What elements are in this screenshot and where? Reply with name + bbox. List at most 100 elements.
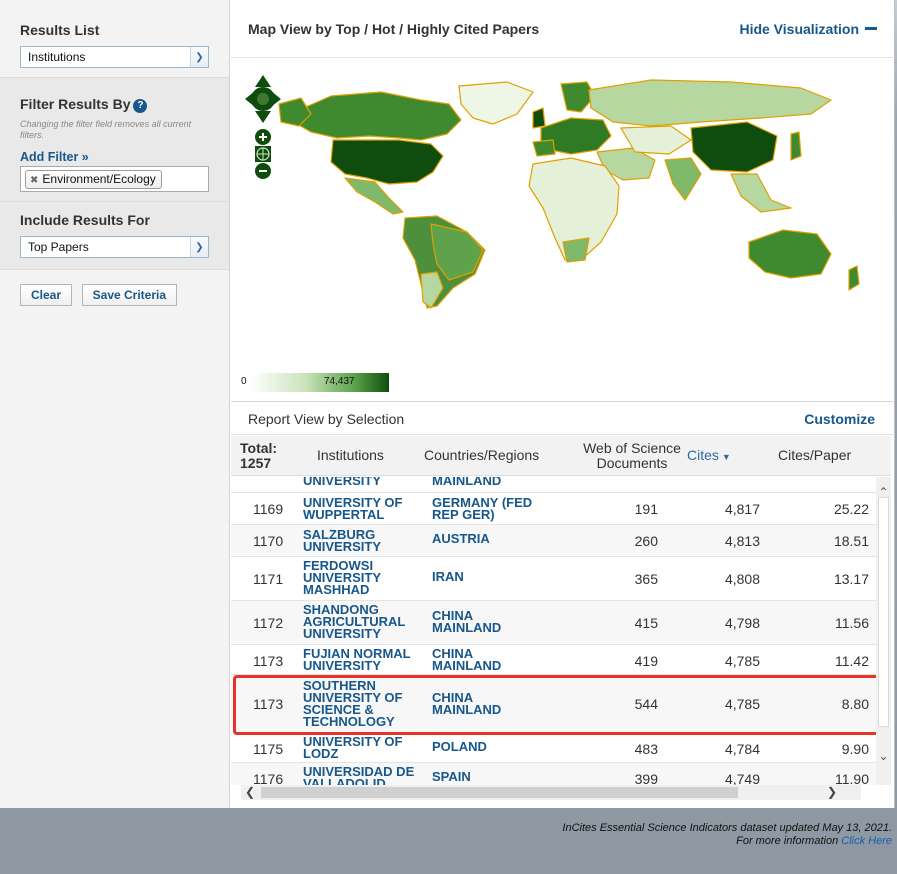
southeast-asia-region: [730, 173, 792, 213]
argentina-region: [420, 271, 444, 309]
cites-header[interactable]: Cites ▼: [687, 448, 731, 465]
country-link[interactable]: CHINA MAINLAND: [432, 646, 502, 673]
scroll-up-icon[interactable]: ⌃: [878, 485, 889, 499]
australia-region: [748, 229, 832, 279]
docs-cell: 483: [634, 741, 658, 757]
include-value: Top Papers: [28, 240, 89, 254]
institution-link[interactable]: UNIVERSITY: [303, 477, 382, 488]
institution-link[interactable]: SALZBURG UNIVERSITY: [303, 527, 382, 554]
cites-per-paper-header[interactable]: Cites/Paper: [778, 447, 852, 463]
filter-note: Changing the filter field removes all cu…: [20, 119, 192, 140]
zoom-out-icon: [255, 163, 271, 179]
cites-cell: 4,784: [724, 741, 760, 757]
vertical-scrollbar[interactable]: ⌃ ⌄: [876, 477, 891, 785]
institution-link[interactable]: SHANDONG AGRICULTURAL UNIVERSITY: [303, 602, 406, 641]
add-filter-link[interactable]: Add Filter »: [20, 150, 89, 164]
footer: InCites Essential Science Indicators dat…: [562, 822, 892, 848]
table-row[interactable]: 1175 UNIVERSITY OF LODZ POLAND 483 4,784…: [231, 733, 876, 763]
scroll-left-icon[interactable]: ❮: [245, 785, 256, 799]
include-select[interactable]: Top Papers ❯: [20, 236, 209, 258]
report-title: Report View by Selection: [248, 411, 405, 427]
results-list-section: Results List Institutions ❯: [0, 0, 229, 78]
table-body: UNIVERSITY MAINLAND 1169 UNIVERSITY OF W…: [231, 477, 876, 785]
scroll-down-icon[interactable]: ⌄: [878, 749, 889, 763]
institution-link[interactable]: UNIVERSIDAD DE VALLADOLID: [303, 764, 415, 785]
cites-per-paper-cell: 9.90: [841, 741, 869, 757]
institution-link[interactable]: UNIVERSITY OF WUPPERTAL: [303, 495, 403, 522]
scroll-right-icon[interactable]: ❯: [826, 785, 837, 799]
institution-link[interactable]: FUJIAN NORMAL UNIVERSITY: [303, 646, 411, 673]
customize-link[interactable]: Customize: [804, 411, 875, 427]
report-panel: Report View by Selection Customize Total…: [231, 403, 895, 808]
country-link[interactable]: AUSTRIA: [432, 531, 490, 546]
vertical-scroll-thumb[interactable]: [878, 497, 889, 727]
cites-per-paper-cell: 11.56: [835, 615, 869, 631]
hide-visualization-link[interactable]: Hide Visualization: [739, 21, 877, 37]
total-header: Total: 1257: [240, 441, 277, 471]
horizontal-scroll-thumb[interactable]: [261, 787, 738, 798]
institution-link[interactable]: UNIVERSITY OF LODZ: [303, 734, 403, 761]
map-title: Map View by Top / Hot / Highly Cited Pap…: [248, 21, 540, 37]
table-row[interactable]: 1170 SALZBURG UNIVERSITY AUSTRIA 260 4,8…: [231, 525, 876, 557]
chevron-down-icon[interactable]: ❯: [190, 237, 208, 257]
docs-cell: 415: [634, 615, 658, 631]
country-link[interactable]: MAINLAND: [432, 477, 502, 488]
cites-header-label: Cites: [687, 447, 719, 463]
sidebar: Results List Institutions ❯ Filter Resul…: [0, 0, 230, 808]
institutions-header[interactable]: Institutions: [317, 447, 384, 463]
cites-per-paper-cell: 18.51: [833, 533, 869, 549]
map-navigation-control[interactable]: [245, 73, 283, 181]
table-row[interactable]: 1173 FUJIAN NORMAL UNIVERSITY CHINA MAIN…: [231, 645, 876, 675]
click-here-link[interactable]: Click Here: [841, 835, 892, 847]
table-row[interactable]: 1172 SHANDONG AGRICULTURAL UNIVERSITY CH…: [231, 601, 876, 645]
world-map[interactable]: 0 74,437: [231, 59, 895, 399]
country-link[interactable]: CHINA MAINLAND: [432, 690, 502, 717]
include-title: Include Results For: [20, 212, 150, 228]
globe-icon: [255, 146, 271, 162]
map-panel: Map View by Top / Hot / Highly Cited Pap…: [231, 0, 895, 402]
hide-visualization-label: Hide Visualization: [739, 21, 859, 37]
cites-per-paper-cell: 11.90: [835, 771, 869, 785]
table-row[interactable]: 1176 UNIVERSIDAD DE VALLADOLID SPAIN 399…: [231, 763, 876, 785]
countries-header[interactable]: Countries/Regions: [424, 447, 540, 463]
help-icon[interactable]: ?: [133, 99, 148, 113]
japan-region: [790, 131, 802, 161]
horizontal-scrollbar[interactable]: ❮ ❯: [241, 785, 861, 800]
country-link[interactable]: POLAND: [432, 739, 487, 754]
include-section: Include Results For Top Papers ❯: [0, 202, 229, 270]
country-link[interactable]: IRAN: [432, 569, 464, 584]
cites-per-paper-cell: 25.22: [833, 501, 869, 517]
remove-icon[interactable]: ✖: [30, 175, 39, 186]
map-header: Map View by Top / Hot / Highly Cited Pap…: [231, 0, 895, 58]
table-row[interactable]: 1169 UNIVERSITY OF WUPPERTAL GERMANY (FE…: [231, 493, 876, 525]
africa-region: [528, 157, 620, 261]
cites-per-paper-cell: 13.17: [833, 571, 869, 587]
russia-region: [588, 79, 832, 127]
institution-link[interactable]: FERDOWSI UNIVERSITY MASHHAD: [303, 558, 381, 597]
world-map-shapes[interactable]: [271, 74, 871, 314]
table-row[interactable]: 1173 SOUTHERN UNIVERSITY OF SCIENCE & TE…: [231, 675, 876, 733]
cites-cell: 4,817: [724, 501, 760, 517]
minus-icon: [865, 27, 877, 30]
spain-region: [532, 139, 556, 157]
sort-down-icon: ▼: [721, 452, 731, 462]
country-link[interactable]: GERMANY (FED REP GER): [432, 495, 533, 522]
criteria-buttons: Clear Save Criteria: [0, 270, 229, 320]
results-list-select[interactable]: Institutions ❯: [20, 46, 209, 68]
clear-button[interactable]: Clear: [20, 284, 73, 306]
total-value: 1257: [240, 455, 272, 471]
docs-header[interactable]: Web of Science Documents: [583, 440, 681, 471]
chevron-down-icon[interactable]: ❯: [190, 47, 208, 67]
save-criteria-button[interactable]: Save Criteria: [81, 284, 178, 306]
cites-per-paper-cell: 11.42: [835, 653, 869, 669]
filter-chip[interactable]: ✖ Environment/Ecology: [25, 170, 162, 189]
central-asia-region: [620, 125, 692, 155]
country-link[interactable]: SPAIN: [432, 769, 471, 784]
rank-cell: 1173: [253, 696, 284, 712]
rank-cell: 1172: [253, 615, 284, 631]
institution-link[interactable]: SOUTHERN UNIVERSITY OF SCIENCE & TECHNOL…: [303, 678, 403, 729]
table-row[interactable]: 1171 FERDOWSI UNIVERSITY MASHHAD IRAN 36…: [231, 557, 876, 601]
country-link[interactable]: CHINA MAINLAND: [432, 608, 502, 635]
table-row[interactable]: UNIVERSITY MAINLAND: [231, 477, 876, 493]
docs-cell: 191: [634, 501, 658, 517]
